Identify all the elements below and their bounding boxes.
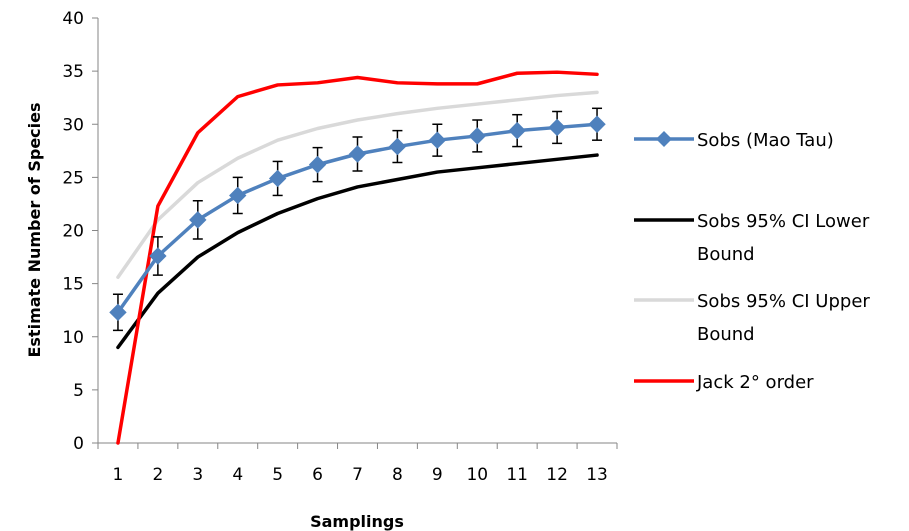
legend: Sobs (Mao Tau)Sobs 95% CI LowerBoundSobs… — [634, 130, 870, 393]
y-tick-label: 30 — [62, 115, 84, 135]
series-line-1 — [116, 153, 599, 350]
x-tick-label: 4 — [232, 465, 243, 485]
y-tick-label: 20 — [62, 222, 84, 242]
x-tick-label: 5 — [272, 465, 283, 485]
data-point — [109, 303, 127, 322]
data-point — [428, 131, 447, 149]
data-point — [588, 115, 606, 133]
x-tick-label: 10 — [466, 465, 488, 485]
legend-item-3: Jack 2° order — [634, 372, 814, 393]
data-point — [308, 155, 327, 174]
data-point — [348, 145, 367, 163]
y-tick-label: 25 — [62, 168, 84, 188]
data-point — [468, 127, 486, 145]
legend-label: Bound — [697, 324, 755, 345]
y-tick-label: 0 — [73, 434, 84, 454]
x-tick-label: 2 — [152, 465, 163, 485]
legend-item-2: Sobs 95% CI Upper Bound — [634, 291, 870, 345]
x-tick-label: 8 — [392, 465, 403, 485]
legend-label: Sobs 95% CI Upper — [697, 291, 870, 312]
data-point — [229, 186, 247, 205]
legend-item-1: Sobs 95% CI Lower Bound — [634, 211, 870, 265]
x-tick-label: 12 — [546, 465, 568, 485]
x-axis-title: Samplings — [310, 512, 404, 531]
y-tick-label: 15 — [62, 275, 84, 295]
series-line-3 — [116, 70, 599, 445]
data-point — [268, 169, 287, 188]
y-tick-label: 10 — [62, 328, 84, 348]
data-point — [149, 247, 167, 265]
plot-area — [109, 70, 606, 445]
data-point — [508, 121, 526, 140]
series-line-2 — [116, 90, 599, 279]
x-tick-label: 3 — [192, 465, 203, 485]
y-tick-label: 40 — [62, 9, 84, 29]
legend-marker — [656, 131, 672, 147]
y-tick-label: 5 — [73, 381, 84, 401]
legend-label: Jack 2° order — [696, 372, 814, 393]
x-tick-label: 11 — [506, 465, 528, 485]
x-tick-label: 9 — [432, 465, 443, 485]
data-point — [189, 211, 207, 229]
data-point — [388, 137, 407, 156]
legend-label: Sobs (Mao Tau) — [697, 130, 834, 151]
data-point — [548, 118, 566, 137]
legend-label: Sobs 95% CI Lower — [697, 211, 870, 232]
y-tick-label: 35 — [62, 62, 84, 82]
x-tick-label: 1 — [113, 465, 124, 485]
x-tick-label: 7 — [352, 465, 363, 485]
legend-label: Bound — [697, 244, 755, 265]
x-tick-label: 13 — [586, 465, 608, 485]
y-axis-title: Estimate Number of Species — [25, 102, 44, 357]
x-tick-label: 6 — [312, 465, 323, 485]
legend-item-0: Sobs (Mao Tau) — [634, 130, 834, 151]
